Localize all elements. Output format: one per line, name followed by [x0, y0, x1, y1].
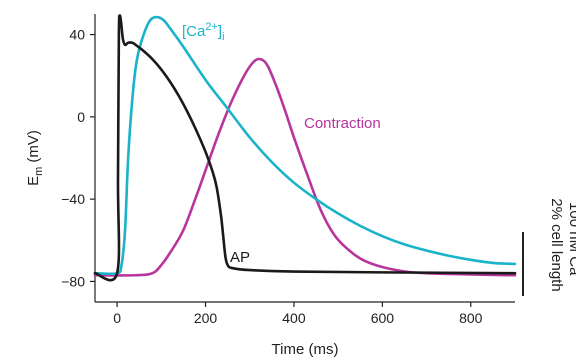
scale-label-ca: 100 nM Ca2+: [566, 202, 576, 288]
x-tick-label: 800: [459, 310, 483, 326]
scale-label-length: 2% cell length: [548, 198, 565, 291]
x-tick-label: 600: [371, 310, 395, 326]
x-tick-label: 400: [282, 310, 306, 326]
series-group: [93, 14, 517, 282]
y-tick-label: −40: [61, 191, 85, 207]
series-label-ap: AP: [230, 249, 250, 266]
series-line-contraction: [93, 57, 517, 277]
y-tick-label: 40: [69, 27, 85, 43]
series-line-ap: [93, 14, 517, 282]
x-tick-label: 200: [194, 310, 218, 326]
y-tick-label: −80: [61, 273, 85, 289]
y-tick-label: 0: [77, 109, 85, 125]
series-label-contraction: Contraction: [304, 115, 381, 132]
series-line-ca: [93, 15, 517, 276]
series-label-ca: [Ca2+]i: [182, 21, 225, 43]
y-axis-label: Em (mV): [25, 130, 45, 186]
x-axis-label: Time (ms): [272, 341, 339, 358]
x-tick-label: 0: [113, 310, 121, 326]
